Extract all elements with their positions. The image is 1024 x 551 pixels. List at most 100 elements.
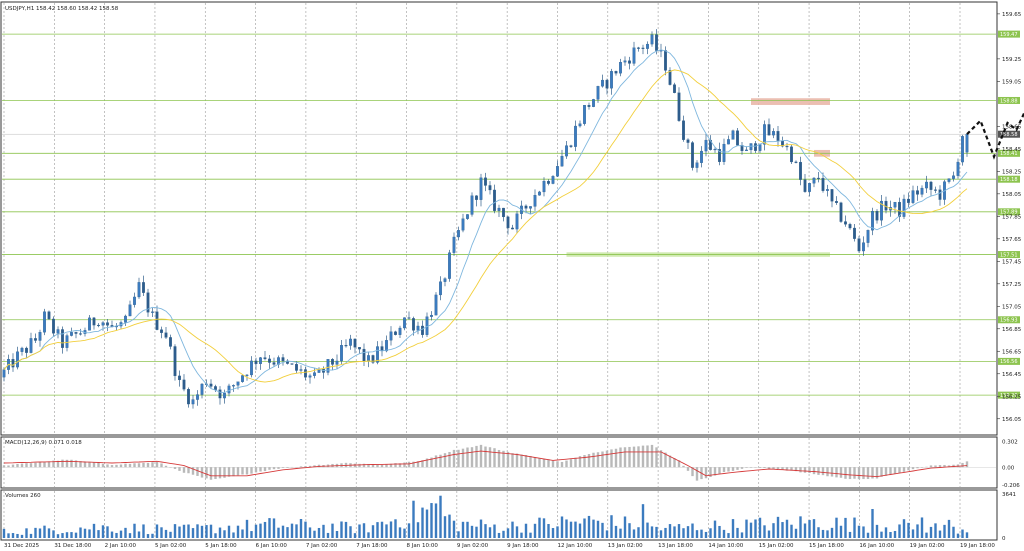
volume-bar <box>263 521 267 538</box>
macd-histogram-bar <box>695 467 699 481</box>
candle-body <box>871 210 874 231</box>
time-tick-label: 19 Jan 02:00 <box>910 543 945 549</box>
volume-bar <box>623 516 627 538</box>
macd-histogram-bar <box>785 467 789 471</box>
macd-histogram-bar <box>646 445 649 468</box>
macd-histogram-bar <box>776 467 780 470</box>
volume-bar <box>601 522 604 538</box>
macd-histogram-bar <box>16 463 19 468</box>
candle-body <box>538 191 541 196</box>
volume-bar <box>524 523 528 538</box>
macd-histogram-bar <box>722 467 726 473</box>
macd-histogram-bar <box>619 447 622 468</box>
volume-bar <box>866 532 870 538</box>
candle-body <box>700 150 703 163</box>
time-tick-label: 7 Jan 02:00 <box>306 543 338 549</box>
macd-histogram-bar <box>25 463 28 468</box>
macd-histogram-bar <box>236 467 240 476</box>
macd-histogram-bar <box>704 467 708 479</box>
candle-body <box>47 311 51 320</box>
macd-histogram-bar <box>74 460 78 468</box>
candle-body <box>25 347 28 353</box>
volume-bar <box>925 532 928 538</box>
candle-body <box>56 329 60 334</box>
price-tick-label: 157.05 <box>1002 304 1022 310</box>
volume-bar <box>142 524 145 538</box>
volume-bar <box>106 526 109 538</box>
volume-bar <box>124 527 127 538</box>
macd-histogram-bar <box>313 465 316 468</box>
volume-bar <box>398 527 402 538</box>
candle-body <box>925 181 928 189</box>
macd-histogram-bar <box>178 467 181 471</box>
volume-bar <box>92 523 96 538</box>
candle-body <box>124 315 127 323</box>
macd-histogram-bar <box>610 449 613 468</box>
volume-bar <box>947 519 951 538</box>
candle-body <box>223 392 226 399</box>
price-tick-label: 159.05 <box>1002 79 1022 85</box>
main-pane[interactable] <box>0 1 998 436</box>
volume-bar <box>853 517 856 538</box>
candle-body <box>488 185 492 191</box>
candle-body <box>299 369 303 371</box>
volume-bar <box>961 529 964 538</box>
macd-histogram-bar <box>547 459 550 468</box>
macd-histogram-bar <box>241 467 244 475</box>
volume-bar <box>835 517 838 538</box>
macd-histogram-bar <box>106 464 109 468</box>
macd-histogram-bar <box>731 467 735 471</box>
macd-histogram-bar <box>556 461 559 468</box>
volume-bar <box>241 529 244 538</box>
time-tick-label: 13 Jan 18:00 <box>658 543 693 549</box>
macd-histogram-bar <box>965 461 969 468</box>
volume-bar <box>916 524 919 538</box>
macd-histogram-bar <box>281 467 285 468</box>
macd-histogram-bar <box>119 464 123 468</box>
volume-bar <box>371 525 375 538</box>
candle-body <box>371 355 375 363</box>
macd-histogram-bar <box>173 467 177 469</box>
candle-body <box>835 201 838 203</box>
macd-histogram-bar <box>223 467 226 478</box>
macd-histogram-bar <box>524 455 528 468</box>
level-price-tag <box>998 357 1020 365</box>
macd-histogram-bar <box>668 455 672 468</box>
candle-body <box>241 375 244 382</box>
candle-body <box>358 347 361 350</box>
candle-body <box>263 357 267 360</box>
macd-histogram-bar <box>907 467 910 471</box>
volume-bar <box>875 524 879 538</box>
macd-histogram-bar <box>358 463 361 468</box>
volume-bar <box>205 525 208 538</box>
macd-histogram-bar <box>304 466 307 468</box>
volume-bar <box>578 523 582 538</box>
candle-body <box>182 379 186 390</box>
candle-body <box>862 242 865 252</box>
volume-bar <box>884 527 888 538</box>
volume-bar <box>929 526 933 538</box>
macd-histogram-bar <box>488 447 492 468</box>
symbol-info: USDJPY,H1 158.42 158.60 158.42 158.58 <box>5 6 119 12</box>
macd-histogram-bar <box>412 461 415 468</box>
macd-histogram-bar <box>664 452 667 468</box>
candle-body <box>245 374 249 376</box>
volume-bar <box>479 519 483 538</box>
candle-body <box>686 139 690 143</box>
macd-histogram-bar <box>218 467 222 479</box>
candle-body <box>259 357 262 365</box>
volume-bar <box>277 527 280 538</box>
moving-averages <box>3 49 968 394</box>
candle-body <box>763 124 766 145</box>
volume-bar <box>650 526 654 538</box>
volumes-label: Volumes 260 <box>5 493 41 499</box>
macd-histogram-bar <box>182 467 186 473</box>
candle-body <box>713 148 717 151</box>
volume-pane[interactable] <box>0 489 998 541</box>
candle-body <box>772 131 775 136</box>
volume-bar <box>173 524 177 538</box>
candle-body <box>272 362 276 365</box>
volume-bar <box>448 514 451 538</box>
volume-bar <box>938 530 942 538</box>
